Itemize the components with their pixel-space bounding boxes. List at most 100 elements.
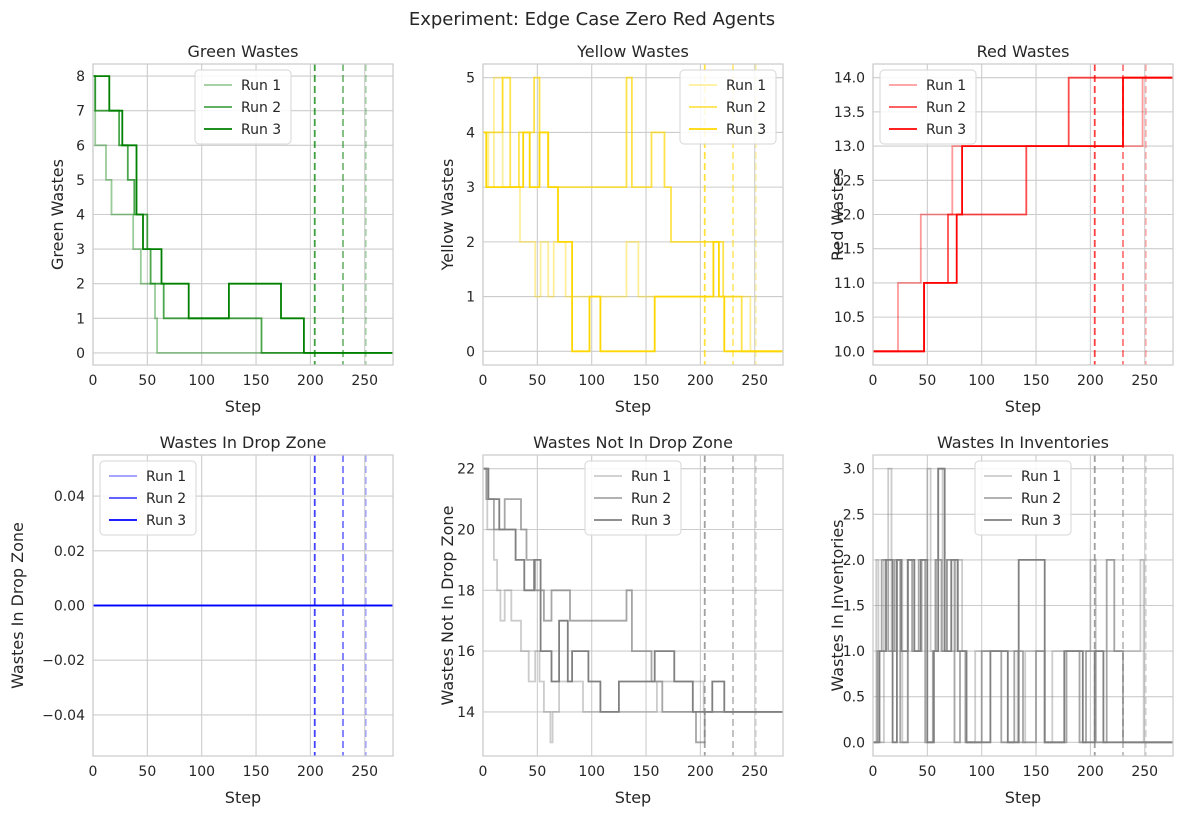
- legend-label-run-2: Run 2: [146, 491, 186, 507]
- x-tick-label: 50: [918, 764, 936, 780]
- y-tick-label: 12.0: [834, 208, 865, 224]
- subplot-4: 0 50 100 150 200 250 −0.04 −0.02 0.00 0.02 0.04 Was…: [8, 433, 394, 807]
- legend-label-run-3: Run 3: [926, 122, 966, 138]
- x-tick-label: 250: [1131, 764, 1158, 780]
- y-tick-label: 1.0: [843, 644, 865, 660]
- x-tick-label: 250: [1131, 373, 1158, 389]
- legend-box: [879, 69, 977, 145]
- legend-label-run-2: Run 2: [1021, 491, 1061, 507]
- y-tick-label: 3: [466, 180, 475, 196]
- y-axis-label: Wastes Not In Drop Zone: [438, 506, 457, 706]
- y-tick-label: 0.0: [843, 735, 865, 751]
- legend-label-run-3: Run 3: [631, 513, 671, 529]
- legend: Run 1 Run 2 Run 3: [99, 460, 197, 536]
- x-tick-label: 100: [188, 764, 215, 780]
- y-tick-label: 0.00: [54, 599, 85, 615]
- y-tick-label: 20: [457, 522, 475, 538]
- legend-box: [974, 460, 1072, 536]
- legend-label-run-1: Run 1: [631, 469, 671, 485]
- legend-label-run-3: Run 3: [146, 513, 186, 529]
- subplot-5: 0 50 100 150 200 250 14 16 18 20 22 Wastes Not In D…: [438, 433, 784, 807]
- x-tick-label: 200: [687, 764, 714, 780]
- legend: Run 1 Run 2 Run 3: [974, 460, 1072, 536]
- x-tick-label: 100: [968, 764, 995, 780]
- y-tick-label: 6: [76, 138, 85, 154]
- x-tick-label: 0: [89, 373, 98, 389]
- y-tick-label: 2: [466, 235, 475, 251]
- y-tick-label: 4: [466, 125, 475, 141]
- y-tick-label: 0: [466, 344, 475, 360]
- x-tick-label: 100: [578, 764, 605, 780]
- y-tick-label: 5: [466, 71, 475, 87]
- series-line-run-3: [873, 467, 1173, 744]
- y-tick-label: 14.0: [834, 71, 865, 87]
- legend-label-run-1: Run 1: [926, 78, 966, 94]
- series-line-run-3: [93, 75, 393, 354]
- y-tick-label: 2: [76, 277, 85, 293]
- series-line-run-2: [483, 467, 783, 744]
- y-tick-label: 10.0: [834, 344, 865, 360]
- figure-suptitle: Experiment: Edge Case Zero Red Agents: [409, 9, 775, 30]
- legend-label-run-3: Run 3: [726, 122, 766, 138]
- y-tick-label: −0.04: [42, 708, 85, 724]
- subplot-2: 0 50 100 150 200 250 0 1 2 3 4 5 Yellow Wastes Step Ye…: [438, 42, 784, 416]
- y-tick-label: 2.5: [843, 507, 865, 523]
- y-tick-label: 1: [466, 290, 475, 306]
- x-tick-label: 0: [479, 373, 488, 389]
- legend: Run 1 Run 2 Run 3: [679, 69, 777, 145]
- x-tick-label: 50: [138, 764, 156, 780]
- x-tick-label: 0: [479, 764, 488, 780]
- legend-label-run-3: Run 3: [1021, 513, 1061, 529]
- subplot-title: Wastes In Drop Zone: [160, 433, 327, 452]
- x-axis-label: Step: [615, 397, 651, 416]
- legend-box: [679, 69, 777, 145]
- series-line-run-2: [873, 559, 1173, 744]
- y-tick-label: 11.5: [834, 242, 865, 258]
- y-tick-label: 0.04: [54, 489, 85, 505]
- y-tick-label: 11.0: [834, 276, 865, 292]
- x-tick-label: 200: [687, 373, 714, 389]
- x-tick-label: 250: [741, 373, 768, 389]
- x-tick-label: 200: [297, 373, 324, 389]
- subplot-title: Green Wastes: [188, 42, 299, 61]
- subplot-title: Wastes Not In Drop Zone: [533, 433, 733, 452]
- legend-label-run-2: Run 2: [631, 491, 671, 507]
- x-tick-label: 150: [1023, 373, 1050, 389]
- legend-label-run-1: Run 1: [241, 78, 281, 94]
- x-tick-label: 50: [138, 373, 156, 389]
- series-line-run-1: [873, 76, 1173, 353]
- y-tick-label: 0: [76, 346, 85, 362]
- x-tick-label: 200: [1077, 373, 1104, 389]
- y-tick-label: 22: [457, 462, 475, 478]
- subplot-1: 0 50 100 150 200 250 0 1 2 3 4 5 6 7 8 Green Wastes Step…: [48, 42, 394, 416]
- legend: Run 1 Run 2 Run 3: [879, 69, 977, 145]
- x-axis-label: Step: [615, 788, 651, 807]
- series-line-run-3: [483, 467, 783, 713]
- plot-frame: [92, 454, 394, 757]
- series-line-run-1: [483, 76, 783, 353]
- y-tick-label: 0.02: [54, 544, 85, 560]
- x-tick-label: 50: [918, 373, 936, 389]
- y-axis-label: Red Wastes: [828, 168, 847, 261]
- legend-label-run-2: Run 2: [926, 100, 966, 116]
- y-axis-label: Yellow Wastes: [438, 159, 457, 272]
- legend-label-run-3: Run 3: [241, 122, 281, 138]
- y-tick-label: 4: [76, 208, 85, 224]
- y-tick-label: 18: [457, 583, 475, 599]
- y-axis-label: Green Wastes: [48, 159, 67, 270]
- x-tick-label: 150: [633, 373, 660, 389]
- legend: Run 1 Run 2 Run 3: [584, 460, 682, 536]
- legend-label-run-1: Run 1: [146, 469, 186, 485]
- y-tick-label: −0.02: [42, 653, 85, 669]
- x-axis-label: Step: [225, 397, 261, 416]
- y-tick-label: 1: [76, 311, 85, 327]
- legend-box: [194, 69, 292, 145]
- y-tick-label: 1.5: [843, 599, 865, 615]
- legend-label-run-2: Run 2: [726, 100, 766, 116]
- x-axis-label: Step: [225, 788, 261, 807]
- y-tick-label: 2.0: [843, 553, 865, 569]
- x-tick-label: 150: [243, 764, 270, 780]
- series-line-run-1: [93, 75, 393, 354]
- plot-frame: [92, 63, 394, 366]
- subplot-6: 0 50 100 150 200 250 0.0 0.5 1.0 1.5 2.0 2.5 3.0 Wast…: [828, 433, 1174, 807]
